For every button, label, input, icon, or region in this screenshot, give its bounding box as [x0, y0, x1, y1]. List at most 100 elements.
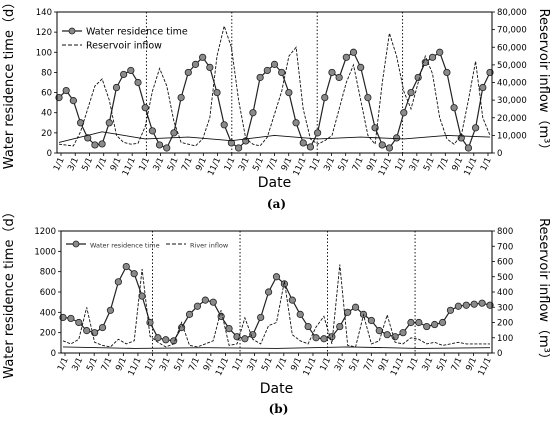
data-point-marker: [375, 327, 383, 335]
data-point-marker: [478, 299, 486, 307]
data-point-marker: [185, 310, 194, 318]
x-tick-label: 11/1: [477, 356, 494, 378]
data-point-marker: [67, 314, 75, 323]
left-y-tick-label: 0: [51, 349, 56, 359]
right-y-tick-label: 0: [497, 149, 502, 159]
legend-swatch-marker: [72, 240, 80, 248]
data-point-marker: [344, 308, 352, 316]
x-tick-label: 3/1: [70, 356, 85, 373]
right-y-tick-label: 400: [497, 288, 513, 298]
right-y-tick-label: 100: [497, 334, 513, 344]
data-point-marker: [130, 270, 138, 278]
data-point-marker: [436, 48, 444, 56]
x-tick-label: 5/1: [435, 356, 450, 373]
legend: Water residence time Reservoir inflow: [62, 27, 188, 52]
data-point-marker: [393, 134, 401, 142]
data-point-marker: [399, 329, 407, 337]
x-tick-label: 3/1: [66, 156, 81, 173]
data-point-marker: [138, 292, 146, 300]
data-point-marker: [62, 86, 70, 95]
data-point-marker: [431, 320, 439, 329]
x-tick-label: 5/1: [80, 156, 95, 173]
data-point-marker: [76, 119, 85, 127]
x-tick-label: 3/1: [152, 156, 167, 173]
x-tick-label: 11/1: [302, 356, 319, 378]
x-tick-label: 9/1: [114, 356, 129, 373]
x-tick-label: 11/1: [292, 156, 309, 178]
x-tick-label: 1/1: [223, 156, 238, 173]
x-tick-label: 7/1: [95, 156, 110, 173]
x-tick-label: 7/1: [436, 156, 451, 173]
data-point-marker: [193, 302, 202, 310]
x-tick-label: 9/1: [377, 356, 392, 373]
data-point-marker: [385, 144, 394, 152]
right-y-tick-label: 200: [497, 319, 513, 329]
data-point-marker: [400, 109, 408, 117]
data-point-marker: [233, 333, 241, 341]
legend: Water residence time River inflow: [66, 240, 229, 250]
data-point-marker: [342, 53, 350, 61]
chart-panel-a: 0 20 40 60 80 100 120 140 0 10,000 20,000 30,000 40,…: [2, 0, 550, 211]
data-point-marker: [364, 94, 372, 102]
data-point-marker: [122, 262, 130, 271]
x-tick-label: 3/1: [333, 356, 348, 373]
data-point-marker: [415, 318, 423, 327]
plot-frame: [56, 11, 493, 154]
x-tick-label: 7/1: [450, 356, 465, 373]
right-y-tick-label: 10,000: [497, 131, 527, 141]
data-point-marker: [263, 66, 271, 75]
x-tick-label: 5/1: [166, 156, 181, 173]
data-point-marker: [443, 68, 451, 77]
data-point-marker: [170, 129, 178, 137]
x-tick-label: 11/1: [214, 356, 231, 378]
legend-swatch-marker: [68, 27, 76, 35]
x-axis-label: Date: [260, 381, 293, 397]
data-point-marker: [106, 306, 115, 314]
x-tick-label: 5/1: [348, 356, 363, 373]
right-y-tick-label: 50,000: [497, 61, 527, 71]
left-y-tick-label: 100: [36, 48, 52, 58]
data-point-marker: [114, 278, 122, 286]
data-point-marker: [313, 129, 322, 137]
data-point-marker: [428, 53, 437, 61]
left-y-tick-label: 600: [40, 288, 56, 298]
data-point-marker: [191, 60, 200, 68]
data-point-marker: [304, 322, 312, 331]
right-y-tick-label: 700: [497, 242, 513, 252]
x-tick-label: 7/1: [351, 156, 366, 173]
data-point-marker: [299, 139, 307, 147]
data-point-marker: [367, 316, 375, 325]
panel-label: (b): [269, 402, 289, 416]
series-line-baseline: [62, 346, 491, 349]
left-y-tick-label: 120: [36, 28, 52, 38]
data-point-marker: [292, 119, 300, 127]
x-tick-label: 9/1: [202, 356, 217, 373]
data-point-marker: [328, 68, 336, 77]
data-point-marker: [278, 68, 286, 77]
x-tick-label: 1/1: [231, 356, 246, 373]
left-y-tick-label: 40: [41, 109, 52, 119]
right-y-tick-label: 40,000: [497, 79, 527, 89]
x-tick-label: 5/1: [260, 356, 275, 373]
left-y-tick-label: 400: [40, 308, 56, 318]
x-tick-label: 7/1: [180, 156, 195, 173]
data-point-marker: [472, 124, 480, 132]
data-point-marker: [84, 134, 92, 142]
data-point-marker: [464, 144, 473, 152]
data-point-marker: [227, 139, 235, 147]
x-tick-label: 7/1: [187, 356, 202, 373]
right-y-tick-label: 300: [497, 303, 513, 313]
left-y-tick-label: 60: [41, 89, 52, 99]
x-tick-label: 5/1: [173, 356, 188, 373]
x-tick-label: 5/1: [422, 156, 437, 173]
data-point-marker: [336, 322, 344, 331]
data-point-marker: [112, 83, 121, 92]
data-point-marker: [321, 94, 329, 102]
panel-label: (a): [267, 197, 286, 211]
data-point-marker: [225, 324, 233, 333]
data-point-marker: [249, 331, 257, 339]
plot-frame: [60, 230, 493, 354]
data-point-marker: [127, 66, 135, 75]
data-point-marker: [162, 336, 170, 344]
